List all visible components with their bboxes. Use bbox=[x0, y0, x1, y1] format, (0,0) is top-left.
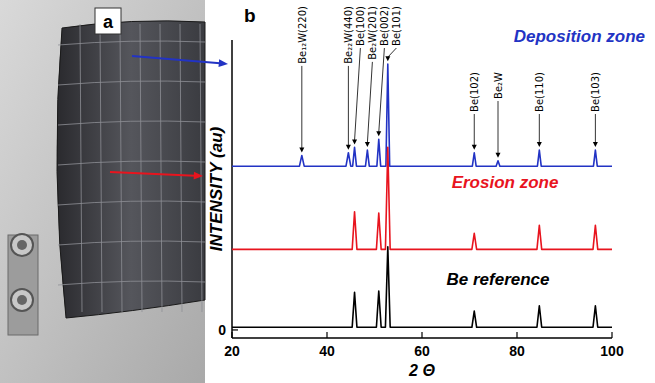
tile-grid bbox=[80, 24, 82, 312]
x-tick bbox=[231, 332, 232, 338]
peak-arrow-head bbox=[299, 147, 304, 152]
peak-arrow-head bbox=[376, 131, 381, 136]
peak-arrow bbox=[498, 101, 499, 154]
tile-grid bbox=[58, 241, 205, 245]
tile-grid bbox=[100, 24, 102, 312]
bolt-hole bbox=[17, 295, 27, 305]
tile-grid bbox=[58, 201, 205, 205]
peak-arrow bbox=[595, 114, 596, 143]
peak-arrow bbox=[474, 114, 475, 146]
x-tick-label: 100 bbox=[600, 343, 624, 359]
peak-label: Be₁₂W(220) bbox=[297, 6, 308, 64]
peak-arrow bbox=[301, 66, 302, 149]
peak-arrow bbox=[367, 62, 372, 143]
y-axis-title: INTENSITY (au) bbox=[207, 126, 226, 251]
peak-label: Be(100) bbox=[355, 6, 366, 46]
peak-label: Be(102) bbox=[469, 72, 480, 112]
peak-label: Be(103) bbox=[590, 72, 601, 112]
peak-arrow-head bbox=[537, 142, 542, 147]
peak-arrow-head bbox=[385, 56, 390, 61]
photo-background bbox=[0, 0, 205, 383]
figure: a 20 40 60 80 100 0 2 Θ INTENSITY (au) b Depositio… bbox=[0, 0, 655, 383]
x-tick-label: 60 bbox=[414, 343, 430, 359]
annotations: Be₁₂W(220) Be₂₂W(440)Be(100)Be₂W(201)Be(0… bbox=[297, 6, 602, 158]
peak-arrow bbox=[388, 48, 397, 57]
x-tick-label: 40 bbox=[319, 343, 335, 359]
tile-grid bbox=[58, 121, 205, 125]
peak-arrow-head bbox=[496, 153, 501, 158]
x-tick bbox=[326, 332, 327, 338]
erosion-arrow bbox=[110, 172, 195, 176]
deposition-arrow bbox=[132, 56, 220, 63]
tile bbox=[57, 21, 205, 318]
tile-grid bbox=[58, 161, 205, 165]
peak-label: Be₂W(201) bbox=[367, 6, 378, 60]
x-tick bbox=[421, 332, 422, 338]
peak-arrow bbox=[539, 114, 540, 143]
photo-panel: a bbox=[0, 0, 205, 383]
bolt bbox=[11, 289, 33, 311]
x-tick bbox=[611, 332, 612, 338]
series-line bbox=[232, 64, 612, 166]
erosion-arrow-head bbox=[194, 172, 203, 180]
peak-arrow bbox=[348, 66, 349, 146]
series-line bbox=[232, 147, 612, 249]
peak-arrow-head bbox=[472, 145, 477, 150]
x-tick-label: 80 bbox=[509, 343, 525, 359]
clamp bbox=[8, 235, 38, 335]
series-name: Erosion zone bbox=[452, 173, 559, 192]
peak-label: Be(110) bbox=[534, 72, 545, 112]
tile-grid bbox=[200, 24, 202, 312]
peak-arrow-head bbox=[365, 142, 370, 147]
y-axis bbox=[231, 40, 233, 338]
chart: 20 40 60 80 100 0 2 Θ INTENSITY (au) b Deposition… bbox=[207, 5, 645, 379]
peak-arrow bbox=[379, 48, 385, 132]
x-axis-title: 2 Θ bbox=[408, 362, 435, 379]
series-group bbox=[232, 64, 612, 327]
panel-label-box bbox=[95, 8, 121, 34]
panel-label: a bbox=[103, 12, 114, 32]
tile-grid bbox=[180, 24, 182, 312]
tile-grid bbox=[120, 24, 122, 312]
bolt bbox=[11, 234, 33, 256]
peak-label: Be(002) bbox=[379, 6, 390, 46]
tile-grid bbox=[160, 24, 162, 312]
tile-grid bbox=[58, 281, 205, 285]
deposition-arrow-head bbox=[218, 59, 228, 67]
panel-label: b bbox=[244, 5, 256, 26]
peak-arrow-head bbox=[593, 142, 598, 147]
series-line bbox=[232, 247, 612, 328]
series-name: Be reference bbox=[446, 270, 549, 289]
x-tick-label: 20 bbox=[224, 343, 240, 359]
peak-arrow-head bbox=[352, 139, 357, 144]
tile-grid bbox=[140, 24, 142, 312]
bolt-hole bbox=[17, 240, 27, 250]
y-tick bbox=[232, 329, 238, 330]
peak-arrow bbox=[355, 48, 361, 140]
x-tick bbox=[516, 332, 517, 338]
peak-label: Be(101) bbox=[391, 6, 402, 46]
series-name: Deposition zone bbox=[514, 27, 645, 46]
y-tick-label: 0 bbox=[218, 322, 226, 338]
peak-arrow-head bbox=[346, 145, 351, 150]
peak-label: Be₂W bbox=[493, 72, 504, 99]
peak-label: Be₂₂W(440) bbox=[343, 6, 354, 64]
